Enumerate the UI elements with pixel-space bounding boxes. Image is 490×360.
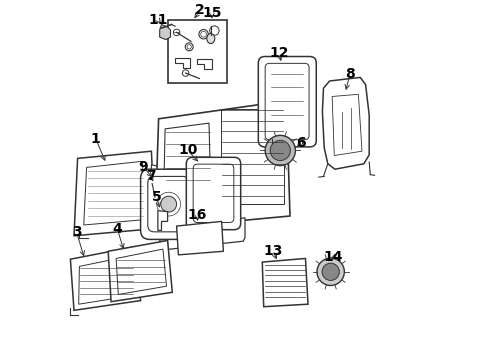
Circle shape [265, 135, 295, 166]
Bar [221, 109, 284, 204]
Text: 7: 7 [146, 169, 155, 183]
Text: 15: 15 [202, 6, 221, 19]
FancyBboxPatch shape [193, 164, 234, 222]
Polygon shape [160, 24, 171, 40]
FancyBboxPatch shape [148, 176, 189, 232]
FancyBboxPatch shape [186, 157, 241, 230]
Text: 12: 12 [270, 46, 289, 60]
Polygon shape [74, 151, 155, 236]
Text: 11: 11 [148, 13, 168, 27]
Circle shape [270, 140, 291, 161]
Circle shape [151, 195, 159, 203]
Text: 13: 13 [264, 244, 283, 258]
Polygon shape [176, 221, 223, 255]
Bar [168, 20, 227, 83]
Text: 10: 10 [178, 144, 198, 157]
Polygon shape [151, 165, 160, 172]
Polygon shape [71, 247, 141, 310]
Text: 14: 14 [323, 251, 343, 264]
Polygon shape [322, 77, 369, 169]
Ellipse shape [207, 33, 215, 44]
Polygon shape [262, 258, 308, 307]
FancyBboxPatch shape [265, 63, 309, 140]
Text: 2: 2 [195, 3, 205, 17]
Text: 5: 5 [152, 190, 162, 204]
Polygon shape [155, 101, 290, 229]
Text: 3: 3 [72, 225, 81, 239]
Circle shape [322, 263, 339, 280]
Text: 16: 16 [188, 208, 207, 222]
Polygon shape [108, 240, 172, 302]
Text: 8: 8 [345, 67, 355, 81]
Polygon shape [159, 241, 168, 250]
Text: 6: 6 [296, 136, 306, 150]
FancyBboxPatch shape [141, 169, 196, 239]
Circle shape [317, 258, 344, 285]
Text: 1: 1 [91, 132, 100, 145]
FancyBboxPatch shape [258, 57, 316, 147]
Polygon shape [158, 211, 168, 230]
Text: 4: 4 [112, 222, 122, 235]
Circle shape [161, 196, 176, 212]
Polygon shape [159, 218, 245, 250]
Text: 9: 9 [139, 161, 148, 174]
